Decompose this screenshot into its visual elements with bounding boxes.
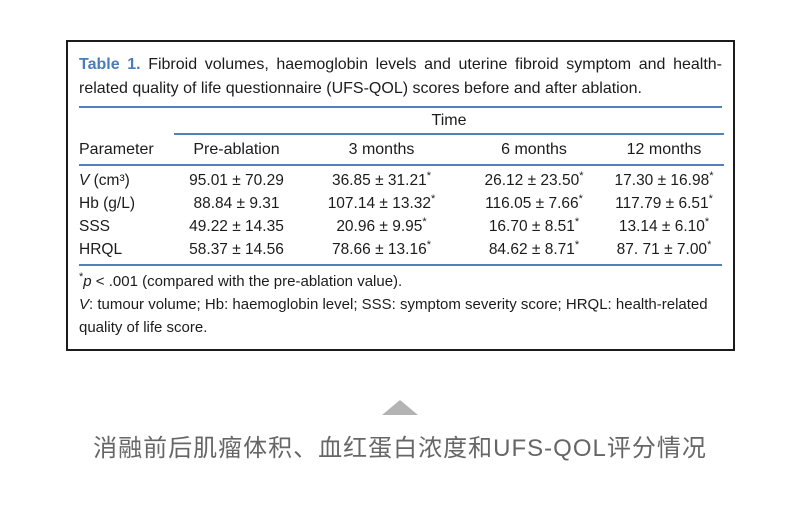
- table-cell: 17.30 ± 16.98*: [614, 169, 714, 189]
- table-row-volume: V (cm³) 95.01 ± 70.29 36.85 ± 31.21* 26.…: [79, 165, 724, 192]
- column-header-6-months: 6 months: [464, 134, 604, 166]
- table-cell: 95.01 ± 70.29: [189, 172, 284, 189]
- table-cell: 116.05 ± 7.66*: [485, 192, 583, 212]
- data-table: Time Parameter Pre-ablation 3 months 6 m…: [79, 108, 725, 264]
- table-row-hrql: HRQL 58.37 ± 14.56 78.66 ± 13.16* 84.62 …: [79, 238, 724, 264]
- table-row-haemoglobin: Hb (g/L) 88.84 ± 9.31 107.14 ± 13.32* 11…: [79, 192, 724, 215]
- row-label: Hb (g/L): [79, 195, 135, 212]
- arrow-up-icon: [382, 400, 418, 415]
- table-cell: 26.12 ± 23.50*: [484, 169, 584, 189]
- table-number-label: Table 1.: [79, 56, 141, 73]
- title-divider: [79, 106, 722, 108]
- table-cell: 20.96 ± 9.95*: [336, 215, 427, 235]
- translated-caption: 消融前后肌瘤体积、血红蛋白浓度和UFS-QOL评分情况: [93, 435, 707, 462]
- table-cell: 13.14 ± 6.10*: [618, 215, 710, 235]
- table-cell: 16.70 ± 8.51*: [488, 215, 580, 235]
- time-header-spacer: [79, 108, 174, 134]
- row-label: HRQL: [79, 241, 123, 258]
- row-label: V (cm³): [79, 172, 130, 189]
- row-label: SSS: [79, 218, 111, 235]
- column-header-12-months: 12 months: [604, 134, 725, 166]
- column-header-row: Parameter Pre-ablation 3 months 6 months…: [79, 134, 725, 166]
- column-header-3-months: 3 months: [299, 134, 464, 166]
- table-figure-card: Table 1. Fibroid volumes, haemoglobin le…: [66, 40, 735, 351]
- table-cell: 78.66 ± 13.16*: [332, 238, 431, 258]
- table-cell: 49.22 ± 14.35: [189, 218, 284, 235]
- table-cell: 84.62 ± 8.71*: [488, 238, 580, 258]
- time-group-header: Time: [174, 108, 725, 135]
- table-cell: 58.37 ± 14.56: [189, 241, 284, 258]
- table-title-text: Fibroid volumes, haemoglobin levels and …: [79, 56, 723, 97]
- footnote-abbreviations: V: tumour volume; Hb: haemoglobin level;…: [79, 296, 708, 336]
- table-row-sss: SSS 49.22 ± 14.35 20.96 ± 9.95* 16.70 ± …: [79, 215, 724, 238]
- column-header-pre-ablation: Pre-ablation: [174, 134, 299, 166]
- table-cell: 117.79 ± 6.51*: [615, 192, 713, 212]
- table-cell: 36.85 ± 31.21*: [332, 169, 431, 189]
- table-cell: 88.84 ± 9.31: [193, 195, 280, 212]
- table-cell: 87. 71 ± 7.00*: [616, 238, 712, 258]
- table-cell: 107.14 ± 13.32*: [327, 192, 436, 212]
- table-footnotes: *p < .001 (compared with the pre-ablatio…: [79, 270, 722, 339]
- footnote-significance: *p < .001 (compared with the pre-ablatio…: [79, 271, 403, 291]
- column-header-parameter: Parameter: [79, 134, 174, 166]
- time-header-row: Time: [79, 108, 725, 135]
- body-divider: [79, 264, 722, 266]
- table-title: Table 1. Fibroid volumes, haemoglobin le…: [79, 53, 722, 101]
